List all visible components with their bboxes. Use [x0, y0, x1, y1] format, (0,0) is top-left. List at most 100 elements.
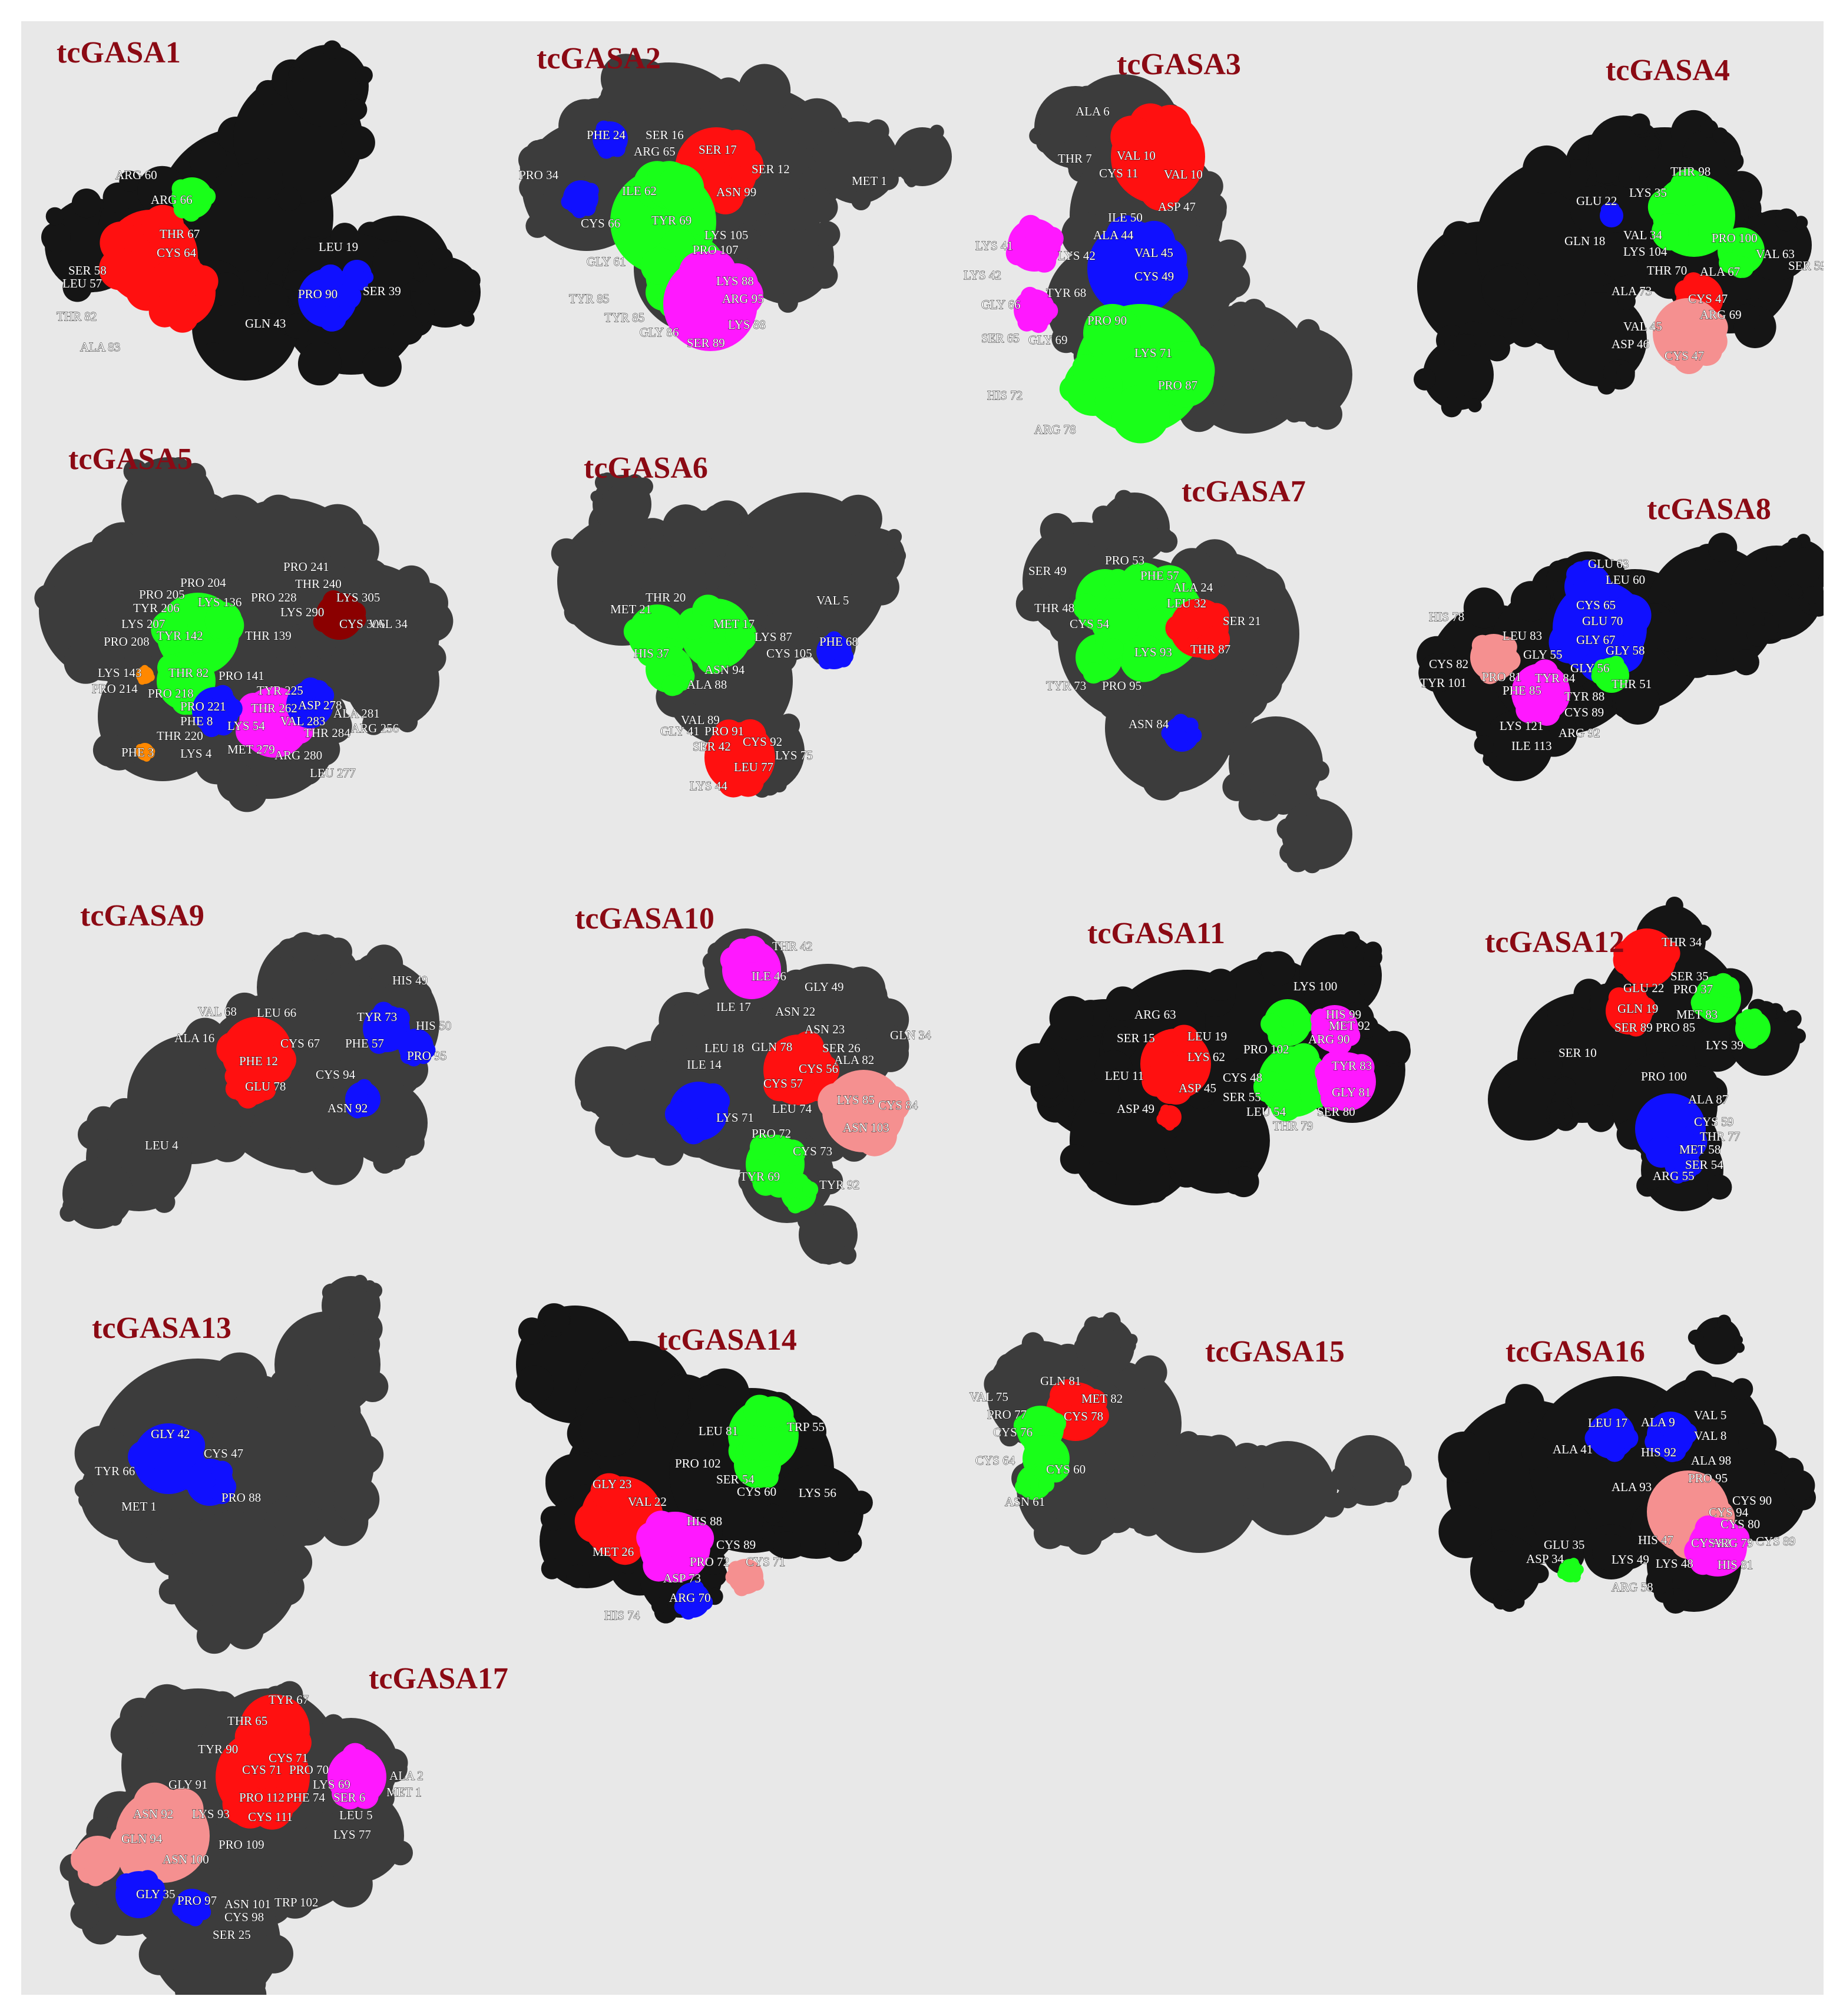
residue-label: PRO 204: [180, 576, 226, 590]
surface-bump: [1279, 841, 1302, 864]
molecular-surface: [1482, 710, 1553, 781]
residue-label: LEU 83: [1503, 629, 1542, 643]
residue-patch-magenta: [720, 946, 747, 973]
residue-label: VAL 63: [1756, 247, 1795, 261]
surface-bump: [289, 67, 305, 83]
residue-label: TYR 85: [604, 310, 644, 325]
surface-bump: [1495, 1073, 1511, 1090]
panel-tcGASA3: tcGASA3 ALA 6 THR 7 VAL 10 CYS 11 VAL 10 ASP 4…: [964, 48, 1352, 444]
surface-bump: [1712, 127, 1729, 144]
surface-bump: [878, 530, 893, 545]
residue-patch-blue: [348, 1102, 365, 1118]
residue-label: GLY 66: [981, 298, 1021, 312]
residue-label: HIS 78: [1429, 610, 1464, 624]
surface-bump: [1510, 581, 1551, 622]
residue-label: LYS 49: [1612, 1552, 1649, 1566]
residue-label: THR 77: [1700, 1129, 1740, 1143]
residue-patch-salmon: [1673, 342, 1705, 374]
residue-label: CYS 73: [793, 1144, 832, 1158]
residue-label: VAL 5: [816, 593, 849, 607]
residue-label: LYS 121: [1500, 719, 1543, 733]
residue-label: HIS 47: [1638, 1533, 1673, 1547]
residue-label: CYS 56: [799, 1062, 838, 1076]
residue-patch-salmon: [859, 1117, 897, 1155]
residue-label: CYS 89: [1564, 705, 1604, 719]
residue-label: CYS 66: [581, 216, 620, 230]
surface-bump: [1314, 993, 1332, 1010]
residue-patch-magenta: [645, 1511, 677, 1543]
residue-patch-salmon: [85, 1865, 107, 1886]
residue-patch-salmon: [1499, 649, 1521, 671]
residue-label: PRO 90: [1087, 313, 1127, 328]
surface-bump: [342, 1434, 384, 1476]
panel-title: tcGASA13: [92, 1311, 231, 1345]
residue-patch-orange: [146, 750, 155, 758]
residue-patch-blue: [1602, 203, 1613, 214]
residue-label: CYS 47: [1688, 292, 1728, 306]
residue-patch-blue: [213, 714, 234, 736]
residue-patch-green: [1155, 349, 1214, 408]
residue-label: THR 79: [1273, 1119, 1313, 1133]
surface-bump: [792, 1414, 826, 1449]
residue-patch-red: [1149, 105, 1192, 147]
residue-label: ASP 47: [1158, 200, 1196, 214]
residue-label: LYS 207: [121, 617, 165, 631]
residue-label: PRO 218: [148, 686, 194, 700]
residue-label: CYS 64: [975, 1453, 1015, 1468]
residue-label: LYS 93: [1134, 645, 1172, 659]
surface-bump: [324, 937, 352, 966]
residue-label: MET 58: [1679, 1142, 1720, 1156]
residue-patch-blue: [355, 277, 368, 291]
residue-label: THR 87: [1190, 642, 1230, 656]
residue-patch-green: [1652, 213, 1689, 251]
residue-label: THR 70: [1647, 263, 1687, 277]
residue-patch-red: [606, 1528, 644, 1565]
residue-patch-magenta: [1339, 1024, 1361, 1046]
residue-patch-magenta: [1311, 1009, 1332, 1030]
residue-label: CYS 71: [746, 1555, 785, 1569]
panel-title: tcGASA14: [657, 1323, 797, 1357]
residue-patch-magenta: [1320, 1085, 1347, 1111]
residue-label: PRO 85: [1656, 1020, 1695, 1035]
residue-label: ASN 101: [224, 1897, 271, 1911]
residue-patch-red: [222, 1782, 265, 1825]
surface-bump: [86, 1106, 121, 1140]
panel-title: tcGASA15: [1205, 1335, 1345, 1369]
residue-label: ALA 44: [1093, 228, 1134, 242]
surface-bump: [1521, 1437, 1556, 1470]
panel-title: tcGASA3: [1117, 48, 1241, 81]
surface-bump: [763, 1503, 783, 1524]
residue-label: VAL 75: [970, 1390, 1008, 1404]
residue-label: MET 1: [121, 1499, 157, 1513]
residue-label: PRO 95: [1688, 1471, 1728, 1485]
panel-title: tcGASA5: [68, 442, 193, 476]
surface-bump: [1452, 333, 1475, 356]
residue-label: LEU 19: [319, 240, 358, 254]
surface-bump: [1260, 951, 1296, 986]
surface-bump: [1363, 947, 1382, 967]
surface-bump: [1227, 302, 1254, 328]
molecular-surface: [740, 210, 834, 304]
surface-bump: [566, 1564, 590, 1588]
residue-label: PRO 95: [1102, 679, 1141, 693]
residue-label: ARG 90: [1308, 1032, 1350, 1046]
residue-label: ASP 45: [1179, 1081, 1216, 1095]
residue-patch-magenta: [1039, 301, 1058, 320]
surface-bump: [372, 240, 419, 287]
residue-label: PRO 77: [987, 1407, 1027, 1422]
residue-label: THR 82: [168, 666, 209, 680]
residue-patch-red: [216, 1032, 249, 1065]
surface-bump: [346, 98, 368, 121]
residue-label: LYS 143: [98, 666, 141, 680]
surface-bump: [241, 158, 283, 199]
surface-bump: [1228, 1166, 1259, 1198]
residue-patch-blue: [1617, 1427, 1639, 1449]
surface-bump: [1438, 1505, 1492, 1558]
residue-label: ASP 278: [298, 698, 342, 712]
residue-patch-blue: [1676, 1423, 1698, 1445]
residue-patch-green: [1691, 994, 1713, 1016]
residue-patch-green: [779, 1139, 806, 1166]
surface-bump: [352, 1274, 368, 1290]
residue-patch-green: [742, 1438, 763, 1460]
